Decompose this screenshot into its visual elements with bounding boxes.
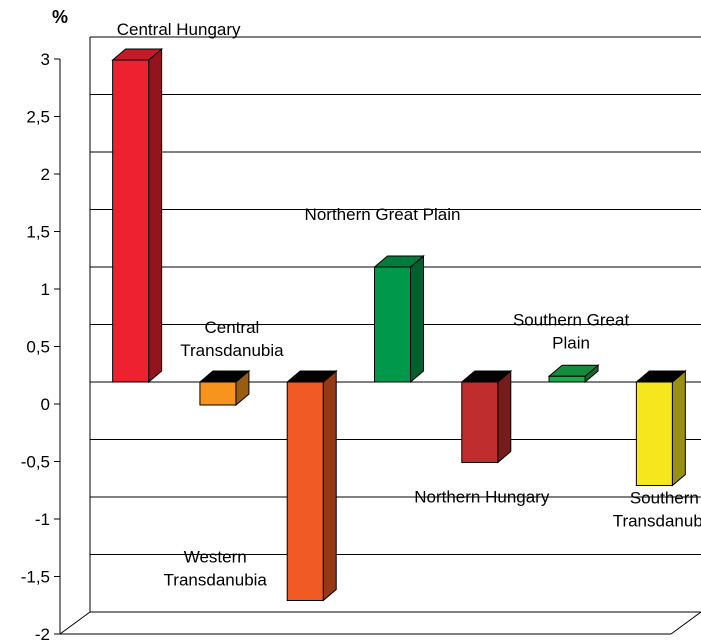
- bar-front: [374, 266, 411, 383]
- bar-front: [286, 381, 324, 601]
- bar: [111, 47, 164, 384]
- bar-side: [410, 254, 424, 384]
- bars: [111, 47, 687, 602]
- y-unit-label: %: [52, 7, 68, 27]
- category-label: SouthernTransdanubia: [613, 489, 701, 531]
- y-tick-label: 3: [41, 50, 50, 69]
- bar-side: [148, 47, 163, 384]
- category-label: Northern Hungary: [414, 488, 550, 507]
- category-label: Western Transdanubia: [164, 548, 268, 590]
- axes: 3 2,5 2 1,5 1 0,5 0 -0,5 -1 -1,5 -2: [21, 36, 701, 644]
- bar: [373, 254, 425, 384]
- bar-side: [497, 369, 512, 464]
- category-label: Northern Great Plain: [305, 205, 461, 224]
- y-tick-label: -0,5: [21, 453, 50, 472]
- bar: [547, 364, 600, 384]
- bar: [460, 369, 513, 464]
- bar-front: [199, 381, 237, 406]
- bar-side: [322, 369, 337, 602]
- category-label: Southern Great Plain: [513, 310, 630, 352]
- y-tick-label: -2: [35, 625, 50, 644]
- y-tick-label: 0,5: [26, 338, 50, 357]
- bar-front: [548, 375, 586, 383]
- y-tick-label: 1,5: [26, 223, 50, 242]
- y-tick-label: 0: [41, 395, 50, 414]
- category-label: Central Transdanubia: [180, 318, 284, 360]
- category-label: Central Hungary: [117, 20, 241, 39]
- bar: [634, 369, 687, 487]
- floor-left-edge: [59, 611, 91, 635]
- category-labels: Central Hungary Central Transdanubia Wester…: [117, 20, 701, 590]
- y-tick-label: 2: [41, 165, 50, 184]
- bar: [198, 369, 251, 407]
- y-tick-label: 2,5: [26, 108, 50, 127]
- bar-front: [461, 381, 499, 463]
- floor-right-edge: [670, 611, 701, 635]
- y-tick-label: -1,5: [21, 568, 50, 587]
- bar-front: [112, 59, 150, 383]
- y-tick-label: -1: [35, 510, 50, 529]
- y-tick-label: 1: [41, 280, 50, 299]
- bar: [285, 369, 338, 602]
- bar-side: [671, 369, 686, 487]
- bar-front: [635, 381, 673, 486]
